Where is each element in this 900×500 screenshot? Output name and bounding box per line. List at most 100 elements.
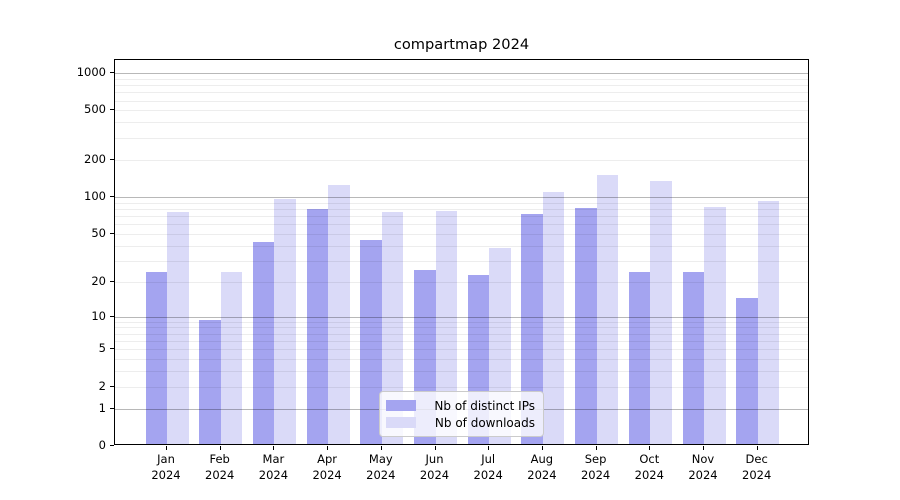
bar-downloads-aug: [542, 192, 565, 444]
y-axis-tick: [110, 232, 114, 234]
y-axis-tick-label: 0: [98, 438, 106, 452]
y-axis-tick: [110, 385, 114, 387]
bar-ips-may: [360, 239, 382, 444]
legend: Nb of distinct IPs Nb of downloads: [379, 391, 544, 437]
x-axis-tick-label: Jul 2024: [473, 452, 503, 482]
legend-swatch-downloads-icon: [386, 417, 416, 428]
bar-downloads-nov: [704, 206, 726, 444]
x-axis-tick: [703, 446, 704, 450]
x-axis-tick: [595, 446, 597, 450]
gridline-minor: [115, 349, 808, 351]
gridline-major: [115, 316, 808, 318]
gridline-minor: [115, 92, 808, 94]
x-axis-tick: [488, 446, 490, 450]
x-axis-tick: [756, 446, 758, 450]
bar-ips-apr: [306, 208, 329, 444]
y-axis-tick-label: 200: [84, 151, 106, 166]
x-axis-tick-label: Sep 2024: [580, 452, 611, 482]
y-axis-tick-label: 10: [91, 308, 106, 323]
gridline-major: [115, 196, 808, 198]
gridline-minor: [115, 341, 808, 342]
gridline-major: [115, 73, 808, 74]
bar-ips-nov: [682, 272, 704, 444]
bar-downloads-dec: [757, 201, 780, 444]
y-axis-tick: [110, 280, 114, 282]
y-axis-tick-label: 100: [84, 188, 106, 203]
x-axis-tick: [434, 446, 436, 450]
gridline-minor: [115, 333, 808, 335]
x-axis-tick-label: Dec 2024: [742, 452, 772, 482]
x-axis-tick-label: Feb 2024: [205, 452, 235, 482]
x-axis-tick: [541, 446, 543, 450]
y-axis-tick-label: 5: [98, 341, 106, 356]
legend-label-distinct-ips: Nb of distinct IPs: [434, 398, 535, 413]
gridline-minor: [115, 215, 808, 217]
gridline-minor: [115, 208, 808, 210]
legend-label-downloads: Nb of downloads: [434, 415, 535, 430]
x-axis-tick-label: Jun 2024: [419, 452, 450, 482]
y-axis-tick: [110, 195, 114, 197]
bar-ips-dec: [736, 297, 758, 444]
gridline-minor: [115, 85, 808, 87]
plot-area: [114, 59, 809, 445]
bar-downloads-oct: [650, 180, 672, 444]
legend-item-downloads: Nb of downloads: [386, 416, 537, 430]
y-axis-tick: [110, 72, 114, 73]
gridline-minor: [115, 159, 808, 161]
gridline-minor: [115, 100, 808, 102]
gridline-minor: [115, 371, 808, 373]
bar-ips-feb: [199, 319, 221, 444]
x-axis-tick: [166, 446, 167, 450]
bar-ips-oct: [628, 272, 651, 444]
gridline-minor: [115, 110, 808, 112]
bar-downloads-mar: [274, 199, 296, 444]
y-axis-tick: [110, 109, 114, 111]
gridline-minor: [115, 245, 808, 247]
legend-swatch-distinct-ips-icon: [386, 400, 416, 411]
x-axis-tick: [327, 446, 329, 450]
legend-item-distinct-ips: Nb of distinct IPs: [386, 399, 537, 413]
bar-downloads-feb: [220, 272, 243, 444]
y-axis-tick-label: 1000: [76, 65, 106, 79]
gridline-minor: [115, 78, 808, 80]
bar-downloads-apr: [328, 185, 350, 444]
gridline-minor: [115, 233, 808, 235]
gridline-minor: [115, 137, 808, 139]
bar-downloads-jan: [167, 211, 189, 444]
y-axis-tick-label: 2: [98, 378, 106, 393]
x-axis-tick-label: Oct 2024: [634, 452, 664, 482]
gridline-minor: [115, 327, 808, 329]
bar-ips-jan: [145, 272, 167, 444]
bar-downloads-may: [381, 211, 404, 444]
gridline-minor: [115, 281, 808, 283]
gridline-minor: [115, 359, 808, 361]
x-axis-tick: [649, 446, 651, 450]
x-axis-tick-label: Jan 2024: [151, 452, 181, 482]
chart-title: compartmap 2024: [393, 36, 530, 53]
x-axis-tick: [219, 446, 221, 450]
y-axis-tick: [110, 407, 114, 409]
x-axis-tick-label: Mar 2024: [258, 452, 289, 482]
y-axis-tick: [110, 445, 114, 446]
x-axis-tick-label: Nov 2024: [688, 452, 718, 482]
y-axis-tick-label: 20: [91, 273, 106, 288]
bar-ips-aug: [521, 213, 543, 444]
gridline-minor: [115, 122, 808, 124]
gridline-minor: [115, 386, 808, 388]
gridline-minor: [115, 202, 808, 204]
x-axis-tick-label: Aug 2024: [527, 452, 557, 482]
x-axis-tick: [380, 446, 382, 450]
y-axis-tick: [110, 315, 114, 317]
y-axis-tick-label: 500: [84, 102, 106, 117]
gridline-minor: [115, 321, 808, 323]
y-axis-tick-label: 50: [91, 225, 106, 240]
x-axis-tick-label: May 2024: [366, 452, 396, 482]
gridline-minor: [115, 260, 808, 262]
x-axis-tick-label: Apr 2024: [312, 452, 342, 482]
bar-downloads-sep: [596, 175, 619, 444]
bar-ips-mar: [252, 242, 275, 444]
bar-downloads-jun: [435, 210, 457, 444]
x-axis-tick: [273, 446, 275, 450]
bar-ips-sep: [575, 208, 597, 444]
